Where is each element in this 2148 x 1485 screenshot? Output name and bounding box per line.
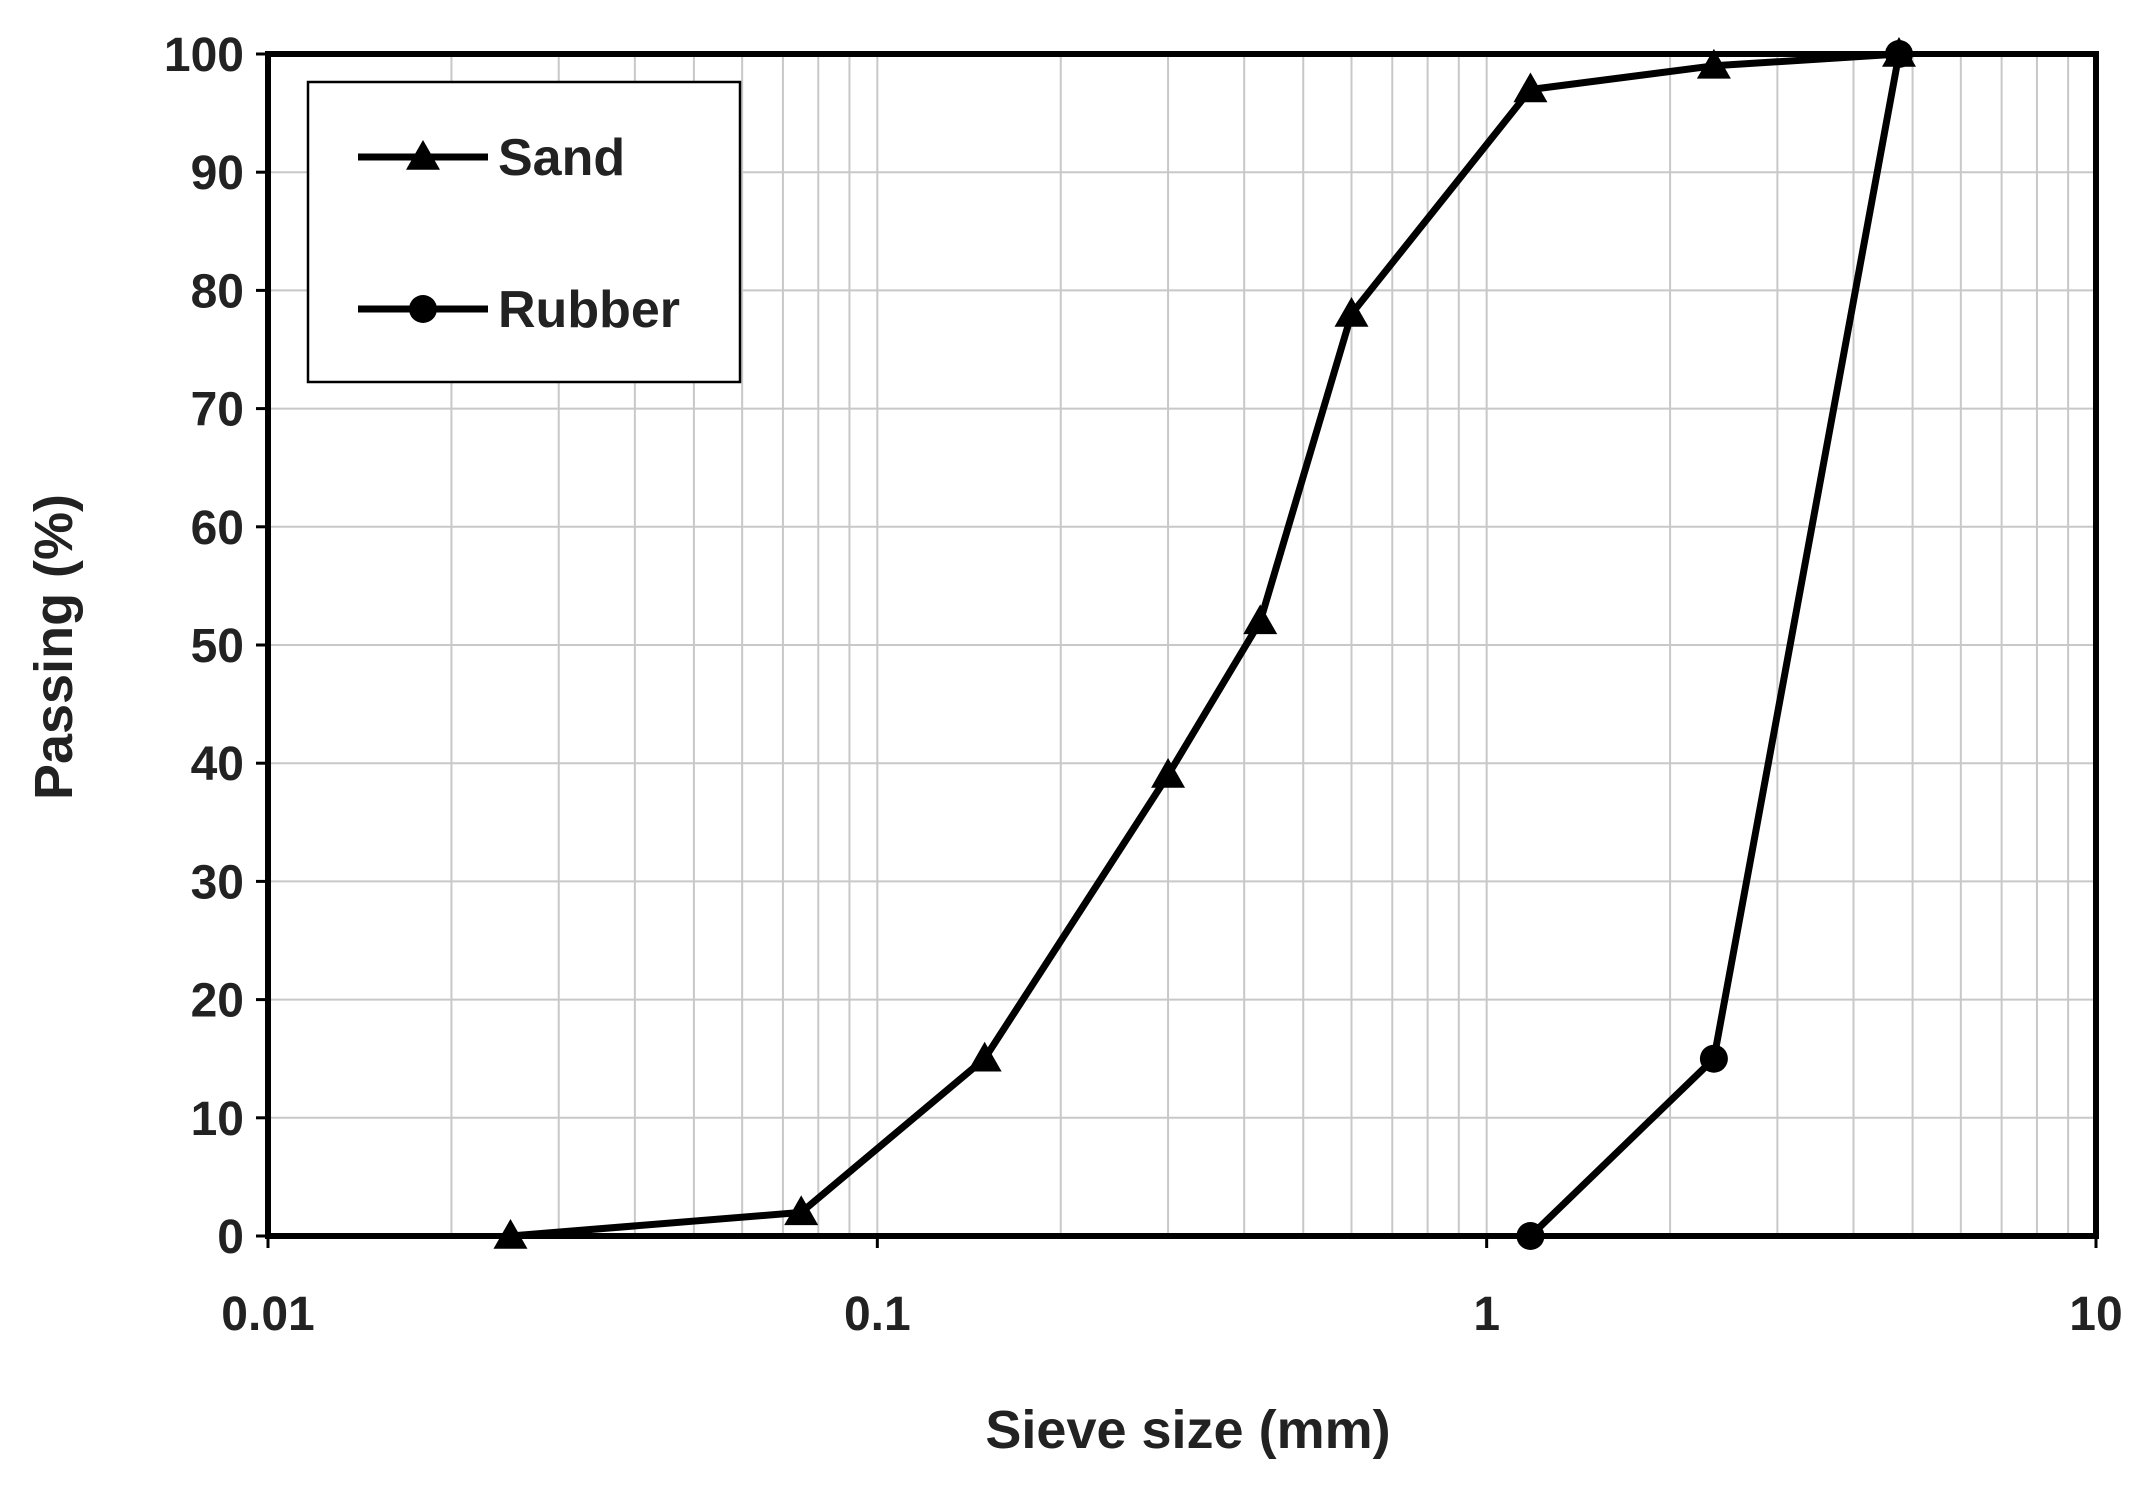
y-tick-label: 10 (191, 1093, 244, 1146)
series-layer (493, 37, 1916, 1250)
y-tick-label: 90 (191, 147, 244, 200)
x-tick-label: 0.1 (844, 1288, 911, 1341)
legend: Sand Rubber (306, 80, 742, 384)
y-tick-label: 30 (191, 856, 244, 909)
legend-item-sand: Sand (358, 129, 625, 187)
y-tick-label: 60 (191, 502, 244, 555)
sand-data-point (1243, 604, 1278, 635)
legend-marker-rubber (409, 295, 437, 323)
legend-label-rubber: Rubber (498, 281, 680, 339)
sand-data-point (1696, 48, 1731, 79)
y-tick-label: 100 (164, 29, 244, 82)
sand-data-point (784, 1195, 819, 1226)
y-tick-label: 20 (191, 975, 244, 1028)
rubber-data-point (1884, 40, 1913, 68)
x-tick-label: 0.01 (221, 1288, 314, 1341)
legend-label-sand: Sand (498, 129, 625, 187)
sand-data-point (493, 1219, 528, 1249)
sand-data-point (1334, 297, 1369, 327)
rubber-data-point (1699, 1044, 1728, 1073)
x-tick-label: 10 (2069, 1288, 2122, 1341)
rubber-series (1516, 40, 1913, 1250)
x-axis-title: Sieve size (mm) (985, 1400, 1390, 1460)
y-tick-label: 0 (217, 1211, 244, 1264)
sand-data-point (1151, 758, 1186, 788)
sand-data-point (1513, 72, 1548, 103)
legend-item-rubber: Rubber (358, 281, 680, 339)
y-tick-label: 80 (191, 265, 244, 318)
y-tick-label: 50 (191, 620, 244, 673)
rubber-data-point (1516, 1222, 1545, 1250)
sand-data-point (967, 1041, 1002, 1072)
legend-marker-sand (406, 140, 440, 170)
y-axis-title: Passing (%) (24, 494, 84, 800)
y-tick-label: 70 (191, 384, 244, 437)
legend-box (306, 80, 742, 384)
x-tick-label: 1 (1473, 1288, 1500, 1341)
axis-layer: 0 10 20 30 40 50 60 70 80 90 100 0.01 0.1 1 10 (164, 29, 2123, 1341)
y-tick-label: 40 (191, 738, 244, 791)
